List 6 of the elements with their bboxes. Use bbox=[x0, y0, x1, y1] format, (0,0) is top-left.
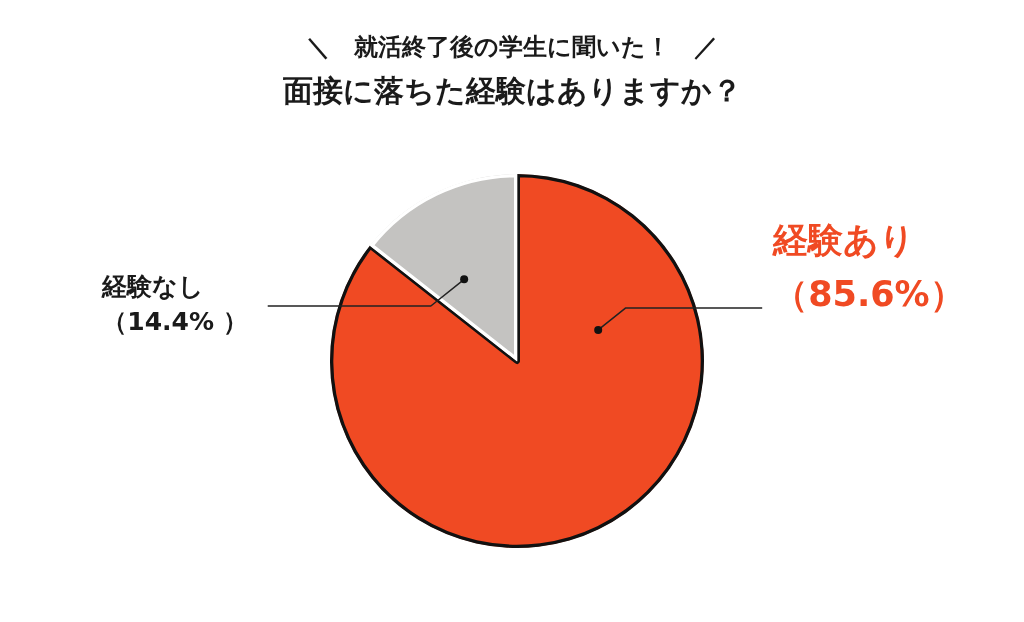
slice-label: 経験あり bbox=[772, 220, 916, 261]
data-label: （14.4% ） bbox=[102, 307, 248, 337]
slice-label: 経験なし bbox=[101, 272, 205, 302]
data-label: （85.6%） bbox=[773, 274, 965, 315]
chart-title: 面接に落ちた経験はありますか？ bbox=[281, 73, 743, 109]
chart-subtitle: ＼ 就活終了後の学生に聞いた！ ／ bbox=[305, 33, 719, 62]
